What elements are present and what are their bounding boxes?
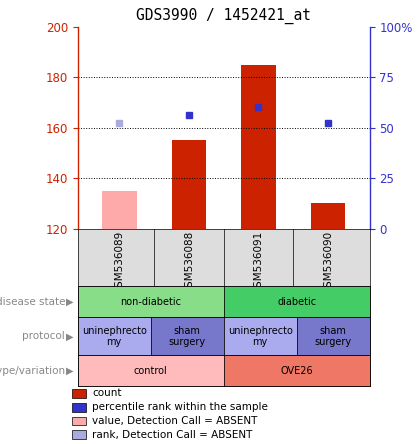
Bar [224, 355, 370, 386]
Bar [224, 317, 297, 355]
Bar [171, 140, 206, 229]
Text: uninephrecto
my: uninephrecto my [82, 325, 147, 347]
Bar [72, 389, 86, 398]
Text: GSM536088: GSM536088 [184, 230, 194, 294]
Bar [151, 317, 224, 355]
Text: GSM536089: GSM536089 [114, 230, 124, 294]
Bar [72, 416, 86, 425]
Bar [310, 203, 345, 229]
Text: GSM536090: GSM536090 [323, 230, 333, 293]
Text: genotype/variation: genotype/variation [0, 366, 65, 376]
Text: sham
surgery: sham surgery [168, 325, 206, 347]
Text: ▶: ▶ [66, 331, 74, 341]
Text: non-diabetic: non-diabetic [120, 297, 181, 307]
Bar [241, 64, 276, 229]
Bar [297, 317, 370, 355]
Text: rank, Detection Call = ABSENT: rank, Detection Call = ABSENT [92, 430, 253, 440]
Text: count: count [92, 388, 122, 398]
Text: control: control [134, 366, 168, 376]
Text: ▶: ▶ [66, 297, 74, 307]
Title: GDS3990 / 1452421_at: GDS3990 / 1452421_at [136, 8, 311, 24]
Text: percentile rank within the sample: percentile rank within the sample [92, 402, 268, 412]
Bar [102, 191, 137, 229]
Text: uninephrecto
my: uninephrecto my [228, 325, 293, 347]
Bar [78, 317, 151, 355]
Text: disease state: disease state [0, 297, 65, 307]
Text: OVE26: OVE26 [280, 366, 313, 376]
Text: value, Detection Call = ABSENT: value, Detection Call = ABSENT [92, 416, 258, 426]
Text: protocol: protocol [22, 331, 65, 341]
Bar [72, 430, 86, 439]
Text: sham
surgery: sham surgery [315, 325, 352, 347]
Text: ▶: ▶ [66, 366, 74, 376]
Bar [78, 355, 224, 386]
Text: GSM536091: GSM536091 [253, 230, 263, 294]
Bar [224, 286, 370, 317]
Text: diabetic: diabetic [277, 297, 316, 307]
Bar [78, 286, 224, 317]
Bar [72, 403, 86, 412]
